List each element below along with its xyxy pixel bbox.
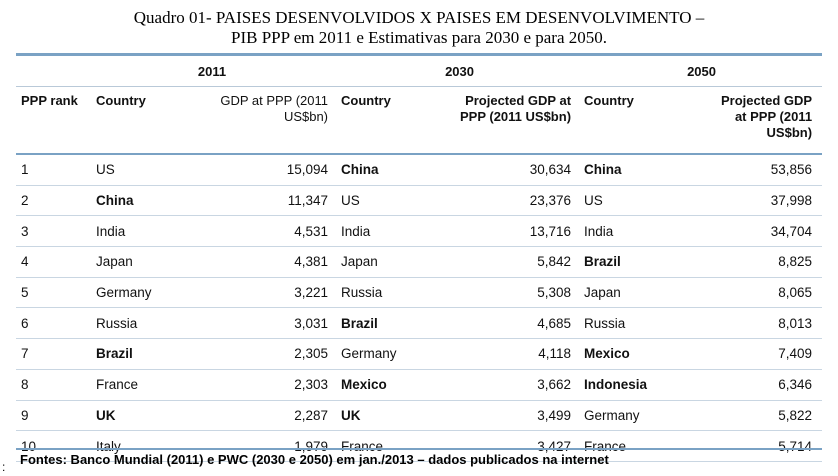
- gdp-2030-cell: 4,685: [457, 307, 582, 340]
- table-row: 5 Germany 3,221 Russia 5,308 Japan 8,065: [16, 277, 823, 309]
- header-gdp-2050: Projected GDP at PPP (2011 US$bn): [707, 86, 823, 155]
- country-2030-cell: Germany: [338, 338, 458, 370]
- header-country-2011: Country: [86, 86, 211, 155]
- rank-cell: 3: [16, 215, 86, 248]
- header-gdp-2011-text: GDP at PPP (2011 US$bn): [220, 93, 329, 124]
- gdp-2050-cell: 37,998: [707, 185, 823, 217]
- country-2011-cell: UK: [86, 400, 211, 432]
- year-header-row: 2011 2030 2050: [16, 56, 823, 87]
- gdp-2050-cell: 6,346: [707, 369, 823, 401]
- gdp-2050-cell: 5,714: [707, 430, 823, 462]
- gdp-2011-cell: 4,381: [211, 246, 339, 278]
- document-title: Quadro 01- PAISES DESENVOLVIDOS X PAISES…: [0, 8, 838, 48]
- gdp-2030-cell: 30,634: [457, 154, 582, 186]
- header-country-2030: Country: [338, 86, 458, 155]
- year-2030: 2030: [338, 56, 582, 87]
- rank-cell: 5: [16, 277, 86, 309]
- rank-cell: 4: [16, 246, 86, 278]
- table-row: 1 US 15,094 China 30,634 China 53,856: [16, 154, 823, 186]
- country-2030-cell: Russia: [338, 277, 458, 309]
- gdp-2011-cell: 4,531: [211, 215, 339, 248]
- country-2011-cell: China: [86, 185, 211, 217]
- header-country-2050: Country: [581, 86, 708, 155]
- gdp-2030-cell: 13,716: [457, 215, 582, 248]
- country-2050-cell: China: [581, 154, 708, 186]
- gdp-2050-cell: 8,013: [707, 307, 823, 340]
- table-row: 6 Russia 3,031 Brazil 4,685 Russia 8,013: [16, 307, 823, 340]
- title-line-1: Quadro 01- PAISES DESENVOLVIDOS X PAISES…: [133, 8, 705, 27]
- column-header-row: PPP rank Country GDP at PPP (2011 US$bn)…: [16, 86, 823, 155]
- gdp-2030-cell: 23,376: [457, 185, 582, 217]
- table-row: 10 Italy 1,979 France 3,427 France 5,714: [16, 430, 823, 462]
- gdp-2011-cell: 1,979: [211, 430, 339, 462]
- source-note: : Fontes: Banco Mundial (2011) e PWC (20…: [0, 452, 838, 474]
- gdp-2050-cell: 8,825: [707, 246, 823, 278]
- country-2030-cell: India: [338, 215, 458, 248]
- year-2050: 2050: [581, 56, 823, 87]
- country-2030-cell: Brazil: [338, 307, 458, 340]
- gdp-2030-cell: 5,308: [457, 277, 582, 309]
- country-2011-cell: US: [86, 154, 211, 186]
- country-2050-cell: India: [581, 215, 708, 248]
- gdp-2011-cell: 15,094: [211, 154, 339, 186]
- country-2011-cell: Russia: [86, 307, 211, 340]
- country-2050-cell: Japan: [581, 277, 708, 309]
- country-2011-cell: India: [86, 215, 211, 248]
- gdp-2011-cell: 3,031: [211, 307, 339, 340]
- table-row: 2 China 11,347 US 23,376 US 37,998: [16, 185, 823, 217]
- rank-cell: 2: [16, 185, 86, 217]
- rank-cell: 1: [16, 154, 86, 186]
- title-line-2: PIB PPP em 2011 e Estimativas para 2030 …: [231, 28, 607, 47]
- country-2011-cell: Germany: [86, 277, 211, 309]
- gdp-2011-cell: 2,287: [211, 400, 339, 432]
- rank-cell: 6: [16, 307, 86, 340]
- rank-cell: 9: [16, 400, 86, 432]
- gdp-2011-cell: 2,303: [211, 369, 339, 401]
- country-2050-cell: Russia: [581, 307, 708, 340]
- rank-cell: 7: [16, 338, 86, 370]
- gdp-2011-cell: 3,221: [211, 277, 339, 309]
- gdp-2030-cell: 3,662: [457, 369, 582, 401]
- header-gdp-2011: GDP at PPP (2011 US$bn): [211, 86, 339, 155]
- country-2030-cell: Mexico: [338, 369, 458, 401]
- table-top-rule: [16, 53, 822, 56]
- country-2050-cell: Mexico: [581, 338, 708, 370]
- header-rank: PPP rank: [16, 86, 86, 155]
- gdp-2050-cell: 5,822: [707, 400, 823, 432]
- table-body: 1 US 15,094 China 30,634 China 53,856 2 China 11,…: [16, 154, 823, 462]
- country-2050-cell: Germany: [581, 400, 708, 432]
- source-prefix: :: [2, 460, 6, 474]
- gdp-ranking-table: 2011 2030 2050 PPP rank Country GDP at P…: [16, 56, 823, 462]
- country-2050-cell: US: [581, 185, 708, 217]
- gdp-2011-cell: 11,347: [211, 185, 339, 217]
- gdp-2050-cell: 7,409: [707, 338, 823, 370]
- country-2050-cell: Indonesia: [581, 369, 708, 401]
- country-2030-cell: US: [338, 185, 458, 217]
- country-2030-cell: Japan: [338, 246, 458, 278]
- gdp-2011-cell: 2,305: [211, 338, 339, 370]
- source-text: Fontes: Banco Mundial (2011) e PWC (2030…: [20, 452, 609, 467]
- country-2011-cell: France: [86, 369, 211, 401]
- table-row: 4 Japan 4,381 Japan 5,842 Brazil 8,825: [16, 246, 823, 278]
- country-2050-cell: Brazil: [581, 246, 708, 278]
- rank-cell: 8: [16, 369, 86, 401]
- header-gdp-2030: Projected GDP at PPP (2011 US$bn): [457, 86, 582, 155]
- country-2011-cell: Brazil: [86, 338, 211, 370]
- gdp-2030-cell: 3,499: [457, 400, 582, 432]
- table-row: 9 UK 2,287 UK 3,499 Germany 5,822: [16, 400, 823, 432]
- gdp-2050-cell: 8,065: [707, 277, 823, 309]
- country-2011-cell: Japan: [86, 246, 211, 278]
- year-spacer: [16, 56, 86, 87]
- country-2030-cell: UK: [338, 400, 458, 432]
- table-row: 8 France 2,303 Mexico 3,662 Indonesia 6,346: [16, 369, 823, 401]
- gdp-2030-cell: 4,118: [457, 338, 582, 370]
- gdp-2030-cell: 5,842: [457, 246, 582, 278]
- year-2011: 2011: [86, 56, 339, 87]
- gdp-2050-cell: 34,704: [707, 215, 823, 248]
- table-row: 7 Brazil 2,305 Germany 4,118 Mexico 7,409: [16, 338, 823, 370]
- table-row: 3 India 4,531 India 13,716 India 34,704: [16, 215, 823, 248]
- country-2030-cell: China: [338, 154, 458, 186]
- gdp-2050-cell: 53,856: [707, 154, 823, 186]
- table-bottom-rule: [16, 448, 822, 450]
